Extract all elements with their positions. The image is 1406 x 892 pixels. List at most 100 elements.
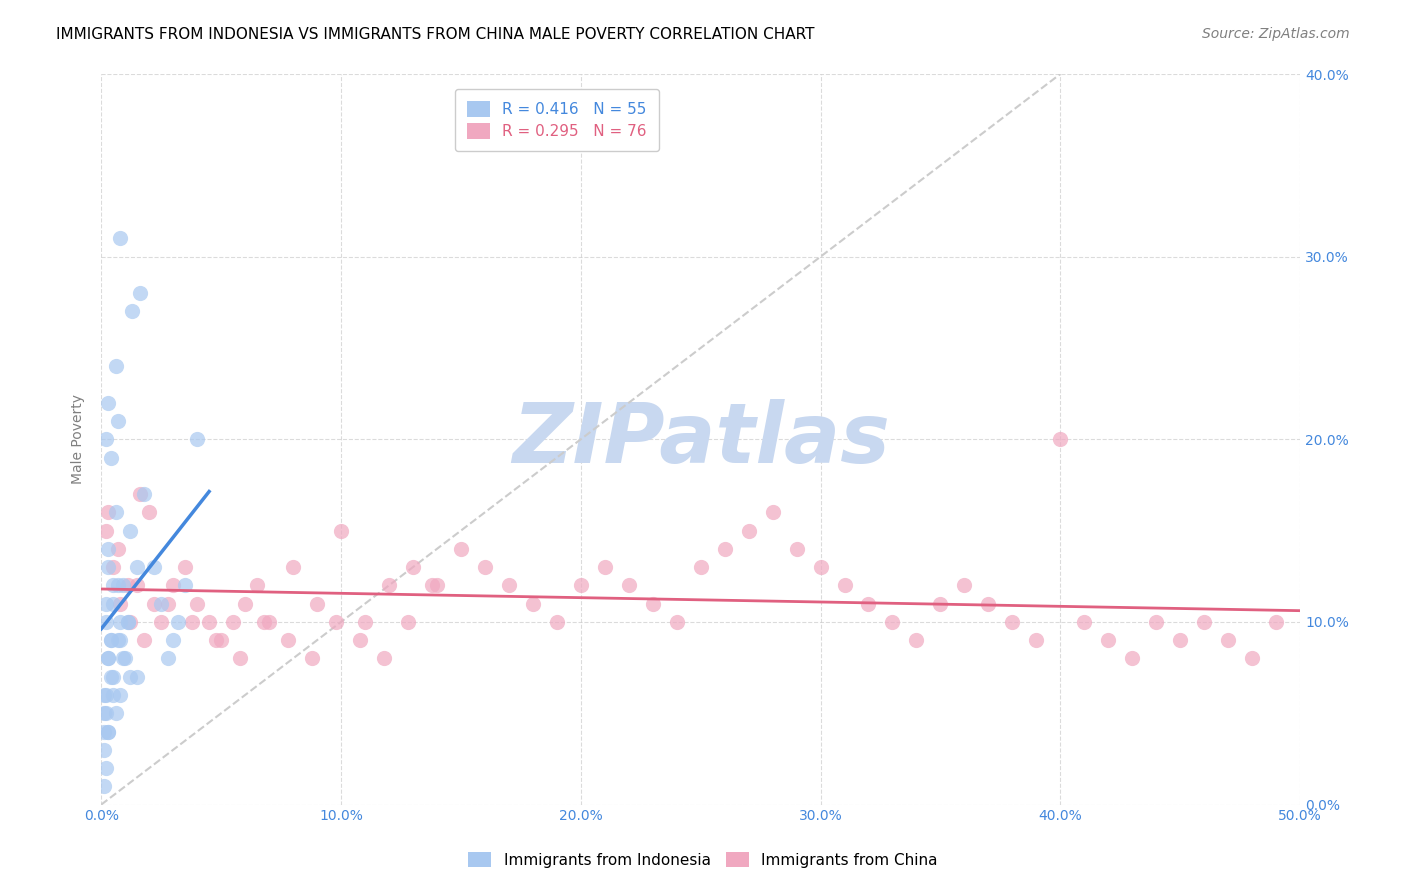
Point bbox=[150, 615, 173, 629]
Point bbox=[953, 578, 976, 592]
Point bbox=[103, 670, 125, 684]
Point bbox=[834, 578, 856, 592]
Point bbox=[93, 688, 115, 702]
Point bbox=[110, 615, 132, 629]
Point bbox=[107, 541, 129, 556]
Point bbox=[1192, 615, 1215, 629]
Point bbox=[929, 597, 952, 611]
Point bbox=[114, 651, 136, 665]
Point bbox=[157, 651, 180, 665]
Point bbox=[737, 524, 759, 538]
Point bbox=[110, 231, 132, 245]
Point bbox=[420, 578, 443, 592]
Point bbox=[118, 524, 141, 538]
Point bbox=[93, 724, 115, 739]
Point bbox=[186, 597, 208, 611]
Point bbox=[301, 651, 323, 665]
Point bbox=[305, 597, 328, 611]
Point bbox=[97, 396, 120, 410]
Point bbox=[107, 633, 129, 648]
Point bbox=[138, 505, 160, 519]
Point bbox=[143, 560, 166, 574]
Point bbox=[546, 615, 568, 629]
Point bbox=[127, 560, 149, 574]
Point bbox=[104, 359, 127, 374]
Point bbox=[1097, 633, 1119, 648]
Point bbox=[103, 597, 125, 611]
Point bbox=[100, 450, 122, 465]
Point bbox=[1168, 633, 1191, 648]
Point bbox=[104, 505, 127, 519]
Point bbox=[100, 633, 122, 648]
Point bbox=[103, 560, 125, 574]
Point bbox=[107, 578, 129, 592]
Point bbox=[110, 688, 132, 702]
Point bbox=[94, 597, 117, 611]
Point bbox=[97, 505, 120, 519]
Point bbox=[104, 706, 127, 721]
Point bbox=[107, 414, 129, 428]
Point bbox=[253, 615, 276, 629]
Point bbox=[233, 597, 256, 611]
Point bbox=[1144, 615, 1167, 629]
Point bbox=[94, 433, 117, 447]
Point bbox=[110, 597, 132, 611]
Point bbox=[162, 633, 184, 648]
Point bbox=[94, 524, 117, 538]
Point bbox=[128, 487, 150, 501]
Point bbox=[246, 578, 269, 592]
Point bbox=[1025, 633, 1047, 648]
Point bbox=[402, 560, 425, 574]
Point bbox=[94, 761, 117, 775]
Point bbox=[593, 560, 616, 574]
Point bbox=[121, 304, 143, 318]
Point bbox=[117, 615, 139, 629]
Point bbox=[100, 633, 122, 648]
Point bbox=[450, 541, 472, 556]
Point bbox=[689, 560, 711, 574]
Point bbox=[174, 560, 197, 574]
Text: ZIPatlas: ZIPatlas bbox=[512, 399, 890, 480]
Point bbox=[93, 743, 115, 757]
Point bbox=[257, 615, 280, 629]
Point bbox=[1073, 615, 1095, 629]
Point bbox=[143, 597, 166, 611]
Point bbox=[713, 541, 735, 556]
Point bbox=[354, 615, 377, 629]
Point bbox=[205, 633, 228, 648]
Point bbox=[150, 597, 173, 611]
Point bbox=[396, 615, 419, 629]
Point bbox=[157, 597, 180, 611]
Point bbox=[103, 578, 125, 592]
Point bbox=[134, 633, 156, 648]
Point bbox=[641, 597, 664, 611]
Text: IMMIGRANTS FROM INDONESIA VS IMMIGRANTS FROM CHINA MALE POVERTY CORRELATION CHAR: IMMIGRANTS FROM INDONESIA VS IMMIGRANTS … bbox=[56, 27, 814, 42]
Point bbox=[498, 578, 520, 592]
Point bbox=[882, 615, 904, 629]
Point bbox=[1121, 651, 1143, 665]
Point bbox=[93, 780, 115, 794]
Point bbox=[100, 670, 122, 684]
Point bbox=[786, 541, 808, 556]
Point bbox=[1049, 433, 1071, 447]
Point bbox=[97, 560, 120, 574]
Point bbox=[1241, 651, 1264, 665]
Point bbox=[569, 578, 592, 592]
Point bbox=[1218, 633, 1240, 648]
Point bbox=[373, 651, 395, 665]
Point bbox=[93, 706, 115, 721]
Point bbox=[97, 651, 120, 665]
Point bbox=[111, 578, 134, 592]
Point bbox=[330, 524, 353, 538]
Point bbox=[229, 651, 252, 665]
Point bbox=[378, 578, 401, 592]
Point bbox=[174, 578, 197, 592]
Point bbox=[128, 286, 150, 301]
Point bbox=[186, 433, 208, 447]
Point bbox=[905, 633, 928, 648]
Point bbox=[167, 615, 190, 629]
Point bbox=[474, 560, 496, 574]
Point bbox=[117, 615, 139, 629]
Point bbox=[118, 670, 141, 684]
Point bbox=[209, 633, 232, 648]
